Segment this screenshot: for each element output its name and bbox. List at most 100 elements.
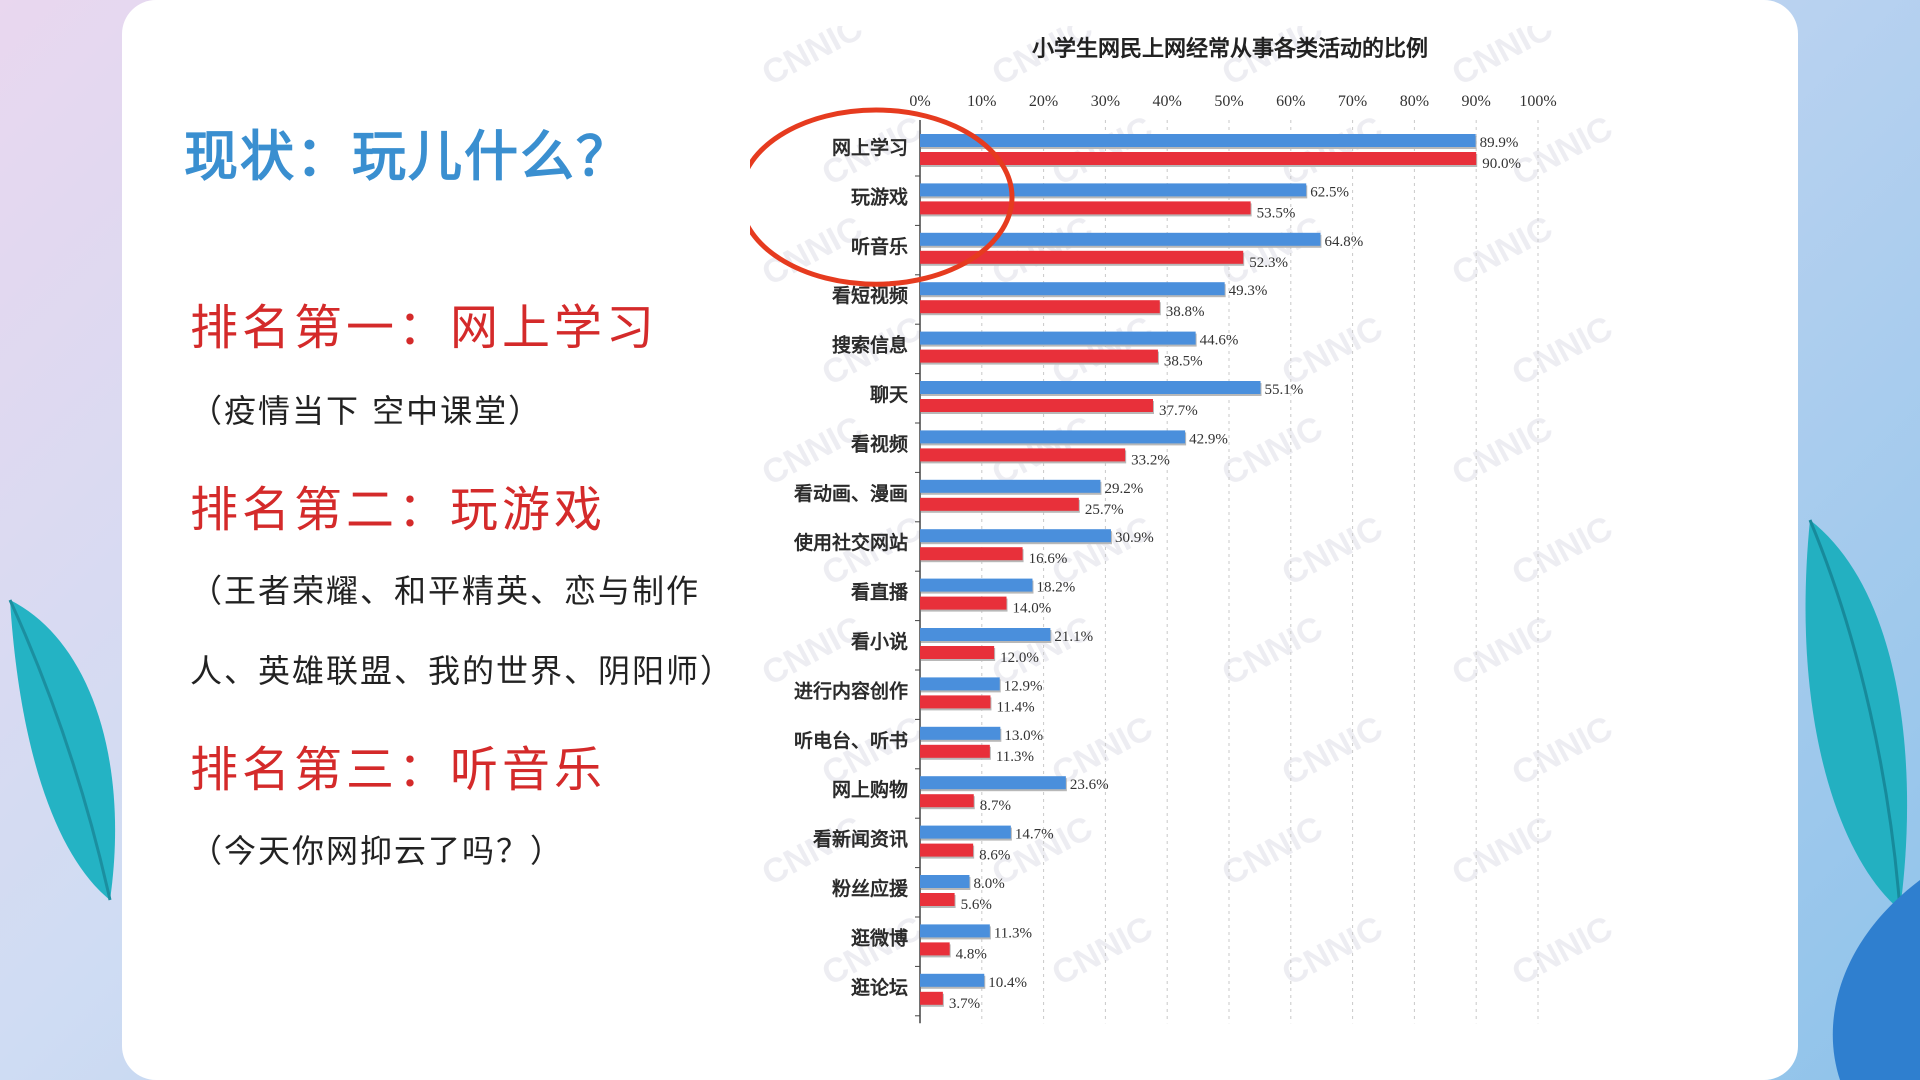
- x-tick-label: 60%: [1276, 93, 1305, 110]
- value-label: 25.7%: [1085, 502, 1124, 518]
- value-label: 11.4%: [996, 699, 1034, 715]
- value-label: 4.8%: [956, 946, 987, 962]
- category-label: 看新闻资讯: [812, 828, 908, 851]
- bar-average: [920, 776, 1066, 790]
- category-label: 看动画、漫画: [793, 483, 908, 505]
- category-label: 逛论坛: [851, 976, 908, 999]
- value-label: 62.5%: [1310, 184, 1349, 200]
- value-label: 52.3%: [1249, 255, 1288, 271]
- value-label: 23.6%: [1070, 777, 1109, 793]
- category-label: 粉丝应援: [832, 877, 909, 900]
- watermark-text: CNNIC: [1506, 509, 1619, 593]
- value-label: 55.1%: [1265, 382, 1304, 398]
- bar-average: [920, 232, 1321, 246]
- category-label: 玩游戏: [851, 185, 908, 208]
- watermark-text: CNNIC: [1046, 109, 1159, 193]
- value-label: 8.0%: [973, 876, 1004, 892]
- watermark-text: CNNIC: [1446, 26, 1559, 93]
- watermark-text: CNNIC: [1216, 609, 1329, 693]
- bar-average: [920, 677, 1000, 691]
- value-label: 64.8%: [1324, 234, 1363, 250]
- rank-first-note: （疫情当下 空中课堂）: [190, 392, 543, 430]
- bar-average: [920, 628, 1051, 641]
- bar-primary-school: [920, 349, 1158, 363]
- bar-primary-school: [920, 794, 974, 808]
- category-label: 看直播: [850, 581, 909, 604]
- value-label: 33.2%: [1131, 452, 1170, 468]
- value-label: 37.7%: [1159, 403, 1198, 419]
- bar-primary-school: [920, 744, 990, 758]
- bar-primary-school: [920, 201, 1251, 215]
- activity-bar-chart: CNNIC CNNIC CNNIC CNNIC CNNIC CNNIC CNNIC CNNIC…: [750, 26, 1619, 1024]
- bar-primary-school: [920, 547, 1023, 561]
- bar-primary-school: [920, 991, 943, 1005]
- bar-primary-school: [920, 497, 1079, 511]
- rank-first-label: 排名第一：网上学习: [190, 300, 659, 356]
- highlight-circle: [750, 107, 1015, 287]
- value-label: 5.6%: [961, 897, 992, 913]
- value-label: 38.5%: [1164, 354, 1203, 370]
- bar-average: [920, 430, 1186, 444]
- rank-second-note-line1: （王者荣耀、和平精英、恋与制作: [190, 572, 701, 610]
- bar-primary-school: [920, 399, 1153, 412]
- bar-average: [920, 825, 1011, 839]
- watermark-text: CNNIC: [1276, 309, 1389, 393]
- value-label: 38.8%: [1166, 304, 1205, 320]
- watermark-text: CNNIC: [1446, 209, 1559, 293]
- slide-heading: 现状：玩儿什么？: [184, 125, 632, 188]
- watermark-text: CNNIC: [1216, 809, 1329, 893]
- bar-primary-school: [920, 448, 1126, 462]
- chart-title: 小学生网民上网经常从事各类活动的比例: [1032, 36, 1428, 62]
- x-tick-label: 50%: [1214, 93, 1243, 110]
- x-tick-label: 20%: [1029, 93, 1058, 110]
- bar-primary-school: [920, 152, 1477, 165]
- value-label: 89.9%: [1480, 135, 1519, 151]
- value-label: 14.7%: [1015, 827, 1054, 843]
- x-tick-label: 70%: [1338, 93, 1367, 110]
- bar-average: [920, 479, 1101, 493]
- leaf-decoration-right-bottom: [1832, 880, 1920, 1080]
- rank-second-note-line2: 人、英雄联盟、我的世界、阴阳师）: [190, 652, 735, 690]
- value-label: 12.0%: [1000, 650, 1039, 666]
- watermark-text: CNNIC: [1506, 309, 1619, 393]
- bar-average: [920, 331, 1196, 345]
- leaf-decoration-right: [1805, 519, 1908, 911]
- bar-average: [920, 578, 1033, 592]
- value-label: 13.0%: [1004, 728, 1043, 744]
- value-label: 11.3%: [994, 925, 1032, 941]
- watermark-text: CNNIC: [1276, 709, 1389, 793]
- bar-average: [920, 381, 1261, 394]
- x-tick-label: 90%: [1462, 93, 1491, 110]
- watermark-text: CNNIC: [1276, 109, 1389, 193]
- value-label: 30.9%: [1115, 530, 1154, 546]
- value-label: 14.0%: [1013, 601, 1052, 617]
- bar-average: [920, 282, 1225, 296]
- category-label: 看视频: [850, 432, 908, 455]
- category-label: 看小说: [850, 630, 908, 653]
- watermark-text: CNNIC: [1506, 709, 1619, 793]
- watermark-text: CNNIC: [1446, 609, 1559, 693]
- watermark-text: CNNIC: [1276, 509, 1389, 593]
- category-label: 听电台、听书: [794, 729, 908, 752]
- value-label: 49.3%: [1229, 283, 1268, 299]
- leaf-decoration-left: [8, 599, 116, 901]
- bar-average: [920, 924, 990, 938]
- watermark-text: CNNIC: [1216, 409, 1329, 493]
- x-tick-label: 40%: [1153, 93, 1182, 110]
- value-label: 29.2%: [1104, 481, 1143, 497]
- value-label: 90.0%: [1482, 156, 1521, 172]
- value-label: 10.4%: [988, 975, 1027, 991]
- watermark-text: CNNIC: [756, 26, 869, 93]
- bar-primary-school: [920, 646, 995, 659]
- value-label: 3.7%: [949, 996, 980, 1012]
- watermark-text: CNNIC: [1506, 109, 1619, 193]
- x-tick-label: 100%: [1519, 93, 1556, 110]
- category-label: 聊天: [870, 383, 909, 406]
- category-label: 看短视频: [831, 284, 908, 307]
- bar-primary-school: [920, 843, 974, 857]
- bar-primary-school: [920, 300, 1160, 314]
- bar-average: [920, 529, 1111, 543]
- x-tick-label: 0%: [909, 93, 930, 110]
- bar-primary-school: [920, 942, 950, 956]
- value-label: 21.1%: [1054, 629, 1093, 645]
